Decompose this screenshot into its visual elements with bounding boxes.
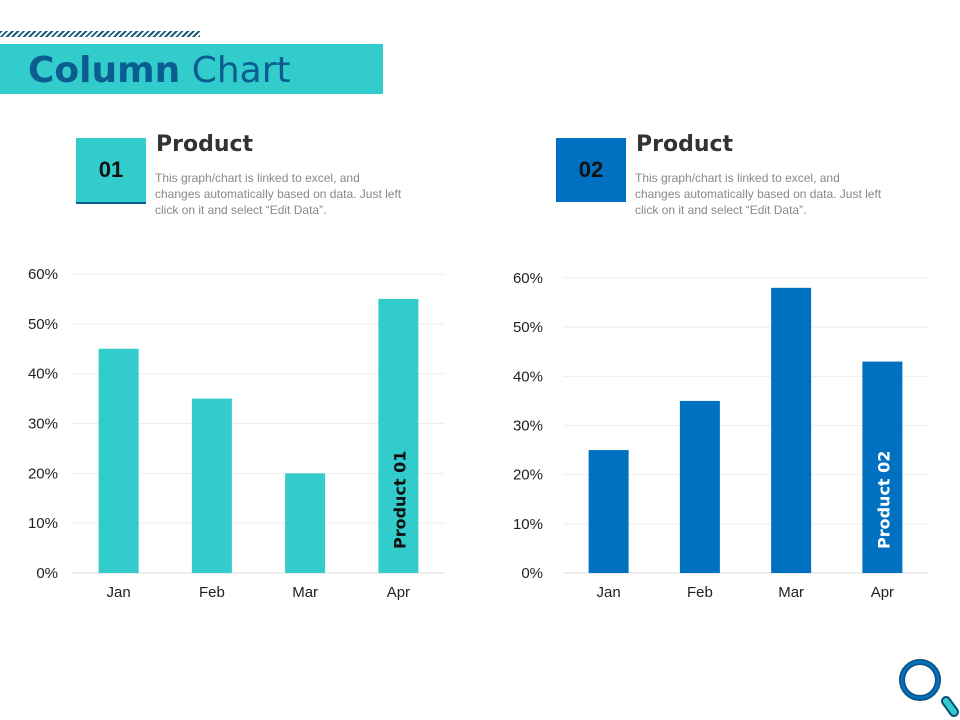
y-tick-label: 50% bbox=[513, 319, 543, 336]
product-description: This graph/chart is linked to excel, and… bbox=[635, 171, 882, 217]
bar bbox=[191, 398, 232, 573]
series-label: Product 02 bbox=[874, 451, 893, 549]
y-tick-label: 30% bbox=[513, 418, 543, 435]
product-number-badge: 01 bbox=[76, 138, 146, 204]
x-tick-label: Jan bbox=[107, 584, 131, 601]
y-tick-label: 10% bbox=[28, 515, 58, 532]
x-tick-label: Mar bbox=[292, 584, 318, 601]
bar bbox=[98, 348, 139, 573]
product-title: Product bbox=[636, 132, 734, 157]
y-tick-label: 20% bbox=[513, 467, 543, 484]
y-tick-label: 40% bbox=[28, 366, 58, 383]
y-tick-label: 60% bbox=[513, 270, 543, 287]
product-number-badge: 02 bbox=[556, 138, 626, 202]
title-regular: Chart bbox=[191, 50, 291, 91]
x-tick-label: Feb bbox=[199, 584, 225, 601]
x-tick-label: Mar bbox=[778, 584, 804, 601]
x-tick-label: Feb bbox=[687, 584, 713, 601]
bar bbox=[679, 400, 720, 573]
series-label: Product 01 bbox=[390, 451, 409, 549]
y-tick-label: 0% bbox=[36, 565, 58, 582]
title-bar bbox=[0, 44, 383, 94]
y-tick-label: 20% bbox=[28, 465, 58, 482]
x-tick-label: Apr bbox=[387, 584, 410, 601]
title-bold: Column bbox=[28, 50, 181, 91]
y-tick-label: 0% bbox=[521, 565, 543, 582]
y-tick-label: 60% bbox=[28, 266, 58, 283]
y-tick-label: 30% bbox=[28, 416, 58, 433]
bar bbox=[588, 450, 629, 573]
bar bbox=[771, 287, 812, 573]
product-title: Product bbox=[156, 132, 254, 157]
bar bbox=[862, 361, 903, 573]
y-tick-label: 50% bbox=[28, 316, 58, 333]
decorative-stripes bbox=[0, 31, 200, 37]
x-tick-label: Jan bbox=[597, 584, 621, 601]
x-tick-label: Apr bbox=[871, 584, 894, 601]
product-description: This graph/chart is linked to excel, and… bbox=[155, 171, 402, 217]
bar bbox=[285, 473, 326, 573]
y-tick-label: 10% bbox=[513, 516, 543, 533]
y-tick-label: 40% bbox=[513, 368, 543, 385]
bar bbox=[378, 298, 419, 573]
page-title: Column Chart bbox=[28, 50, 291, 91]
